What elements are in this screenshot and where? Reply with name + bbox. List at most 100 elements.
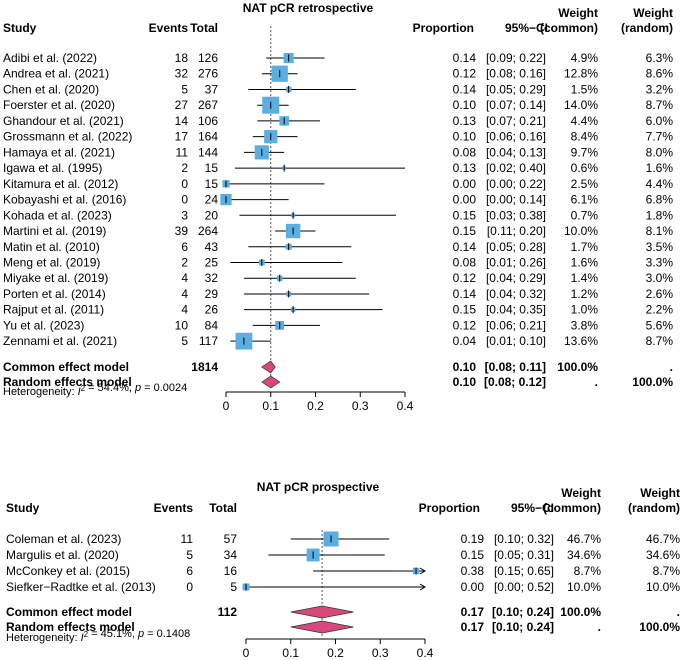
study-row: Foerster et al. (2020) 27 267 0.10 [0.07; 0.… bbox=[3, 96, 673, 114]
study-total: 276 bbox=[198, 67, 218, 81]
study-proportion: 0.00 bbox=[453, 177, 477, 191]
study-weight-random: 6.0% bbox=[646, 114, 674, 128]
study-weight-common: 4.4% bbox=[571, 114, 599, 128]
study-name: McConkey et al. (2015) bbox=[6, 564, 130, 578]
study-events: 6 bbox=[181, 240, 188, 254]
header-events: Events bbox=[149, 21, 189, 35]
study-total: 126 bbox=[198, 51, 218, 65]
study-ci: [0.10; 0.32] bbox=[494, 532, 554, 546]
study-ci: [0.05; 0.29] bbox=[486, 82, 546, 96]
study-name: Hamaya et al. (2021) bbox=[3, 145, 115, 159]
study-weight-random: 6.3% bbox=[646, 51, 674, 65]
study-total: 26 bbox=[205, 303, 219, 317]
study-name: Siefker−Radtke et al. (2013) bbox=[6, 580, 156, 594]
study-proportion: 0.08 bbox=[453, 255, 477, 269]
study-total: 84 bbox=[205, 318, 219, 332]
study-ci: [0.00; 0.14] bbox=[486, 193, 546, 207]
summary-diamond bbox=[261, 360, 276, 374]
study-ci: [0.04; 0.29] bbox=[486, 271, 546, 285]
study-proportion: 0.04 bbox=[453, 334, 477, 348]
study-events: 32 bbox=[175, 67, 189, 81]
summary-name: Common effect model bbox=[6, 605, 132, 619]
x-tick-label: 0.4 bbox=[397, 399, 414, 413]
summary-row: Random effects model 0.17 [0.10; 0.24]. 100… bbox=[6, 620, 680, 634]
study-proportion: 0.19 bbox=[461, 532, 485, 546]
study-weight-common: 4.9% bbox=[571, 51, 599, 65]
study-weight-random: 8.1% bbox=[646, 224, 674, 238]
study-ci: [0.03; 0.38] bbox=[486, 208, 546, 222]
study-row: Kitamura et al. (2012) 0 15 0.00 [0.00; 0.22… bbox=[3, 177, 673, 191]
x-tick-label: 0.4 bbox=[417, 646, 434, 660]
study-row: Miyake et al. (2019) 4 32 0.12 [0.04; 0.29] 1… bbox=[3, 271, 673, 285]
study-events: 27 bbox=[175, 98, 189, 112]
study-weight-common: 1.4% bbox=[571, 271, 599, 285]
study-name: Igawa et al. (1995) bbox=[3, 161, 102, 175]
study-proportion: 0.10 bbox=[453, 130, 477, 144]
heterogeneity-text: Heterogeneity: I2 = 45.1%, p = 0.1408 bbox=[6, 628, 190, 644]
study-name: Ghandour et al. (2021) bbox=[3, 114, 124, 128]
study-proportion: 0.12 bbox=[453, 67, 477, 81]
study-row: Kobayashi et al. (2016) 0 24 0.00 [0.00; 0.1… bbox=[3, 193, 673, 207]
study-weight-random: 8.7% bbox=[646, 334, 674, 348]
study-weight-common: 0.6% bbox=[571, 161, 599, 175]
study-events: 4 bbox=[181, 303, 188, 317]
study-events: 0 bbox=[181, 193, 188, 207]
study-ci: [0.06; 0.16] bbox=[486, 130, 546, 144]
study-ci: [0.00; 0.52] bbox=[494, 580, 554, 594]
heterogeneity-i2-symbol: I bbox=[78, 386, 81, 398]
study-weight-random: 8.7% bbox=[653, 564, 681, 578]
study-events: 5 bbox=[186, 548, 193, 562]
x-tick-label: 0 bbox=[223, 399, 230, 413]
study-weight-random: 8.6% bbox=[646, 67, 674, 81]
header-study: Study bbox=[3, 21, 37, 35]
summary-proportion: 0.10 bbox=[453, 375, 477, 389]
study-weight-random: 4.4% bbox=[646, 177, 674, 191]
study-weight-common: 13.6% bbox=[564, 334, 598, 348]
summary-weight-common: . bbox=[595, 375, 598, 389]
study-total: 20 bbox=[205, 208, 219, 222]
x-tick-label: 0.3 bbox=[372, 646, 389, 660]
study-proportion: 0.10 bbox=[453, 98, 477, 112]
heterogeneity-prefix: Heterogeneity: bbox=[6, 632, 81, 644]
x-tick-label: 0.2 bbox=[307, 399, 324, 413]
study-row: Hamaya et al. (2021) 11 144 0.08 [0.04; 0.13… bbox=[3, 145, 673, 160]
study-ci: [0.15; 0.65] bbox=[494, 564, 554, 578]
study-ci: [0.07; 0.21] bbox=[486, 114, 546, 128]
study-events: 18 bbox=[175, 51, 189, 65]
summary-row: Common effect model 1814 0.10 [0.08; 0.11] 1… bbox=[3, 360, 673, 374]
study-name: Grossmann et al. (2022) bbox=[3, 130, 132, 144]
header-proportion: Proportion bbox=[419, 501, 480, 515]
study-weight-random: 7.7% bbox=[646, 130, 674, 144]
summary-weight-common: 100.0% bbox=[557, 360, 598, 374]
study-total: 24 bbox=[205, 193, 219, 207]
study-events: 14 bbox=[175, 114, 189, 128]
study-ci: [0.09; 0.22] bbox=[486, 51, 546, 65]
study-events: 11 bbox=[176, 145, 189, 159]
study-ci: [0.04; 0.32] bbox=[486, 287, 546, 301]
header-weight-common: Weight bbox=[558, 6, 598, 20]
study-total: 43 bbox=[205, 240, 219, 254]
study-events: 5 bbox=[181, 334, 188, 348]
header-random: (random) bbox=[628, 501, 680, 515]
study-ci: [0.04; 0.13] bbox=[486, 145, 546, 159]
study-proportion: 0.15 bbox=[453, 303, 477, 317]
study-name: Kohada et al. (2023) bbox=[3, 208, 112, 222]
forest-panel-2: NAT pCR prospective Study Events Total Propo… bbox=[6, 480, 680, 660]
study-events: 0 bbox=[181, 177, 188, 191]
study-row: Siefker−Radtke et al. (2013) 0 5 0.00 [0.00;… bbox=[6, 580, 680, 594]
study-events: 6 bbox=[186, 564, 193, 578]
study-weight-common: 2.5% bbox=[571, 177, 599, 191]
study-total: 25 bbox=[205, 255, 219, 269]
study-weight-common: 10.0% bbox=[567, 580, 601, 594]
ci-arrow bbox=[419, 567, 426, 575]
study-proportion: 0.12 bbox=[453, 318, 477, 332]
study-name: Rajput et al. (2011) bbox=[3, 303, 104, 317]
study-weight-random: 3.2% bbox=[646, 82, 674, 96]
header-random: (random) bbox=[621, 21, 673, 35]
study-total: 57 bbox=[224, 532, 238, 546]
superscript-2: 2 bbox=[84, 630, 89, 639]
study-weight-common: 9.7% bbox=[571, 145, 599, 159]
study-weight-common: 1.6% bbox=[571, 255, 599, 269]
x-tick-label: 0 bbox=[243, 646, 250, 660]
study-name: Adibi et al. (2022) bbox=[3, 51, 97, 65]
